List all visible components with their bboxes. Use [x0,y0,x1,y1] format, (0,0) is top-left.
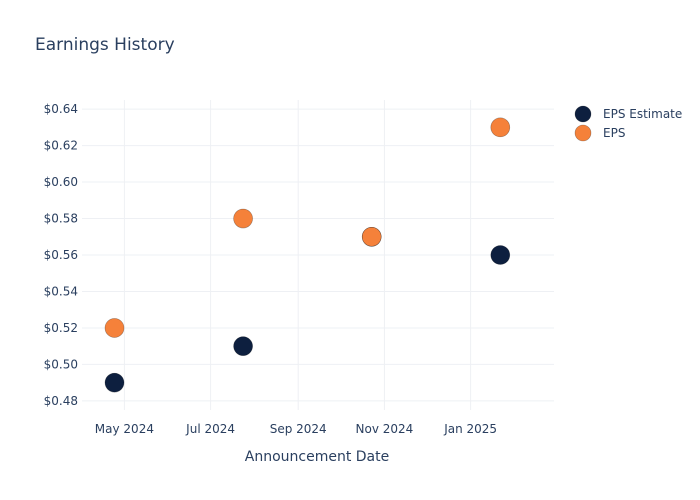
legend-marker[interactable] [574,124,592,142]
y-tick-label: $0.56 [44,248,78,262]
grid [82,100,554,410]
y-tick-label: $0.54 [44,284,78,298]
eps-estimate-point[interactable] [233,336,253,356]
eps-point[interactable] [490,117,511,138]
eps-estimate-point[interactable] [490,245,511,265]
y-tick-label: $0.50 [44,357,78,371]
x-axis-title: Announcement Date [245,449,389,465]
legend-label[interactable]: EPS Estimate [603,107,682,121]
legend-marker[interactable] [574,105,592,123]
x-tick-label: Jan 2025 [443,422,497,436]
x-tick-label: Sep 2024 [270,422,327,436]
y-tick-label: $0.64 [44,102,78,116]
eps-point[interactable] [233,208,253,229]
x-tick-label: Jul 2024 [185,422,235,436]
x-tick-label: Nov 2024 [356,422,414,436]
x-tick-label: May 2024 [95,422,154,436]
legend[interactable]: EPS Estimate EPS [574,105,682,142]
eps-estimate-point[interactable] [104,372,125,393]
eps-point[interactable] [361,226,382,247]
y-tick-label: $0.60 [44,175,78,189]
y-tick-label: $0.62 [44,139,78,153]
legend-label[interactable]: EPS [603,126,625,140]
y-tick-label: $0.52 [44,321,78,335]
y-tick-label: $0.48 [44,394,78,408]
data-points [104,117,511,393]
chart-title: Earnings History [35,35,175,55]
y-axis: $0.48 $0.50 $0.52 $0.54 $0.56 $0.58 $0.60 $0.62… [44,102,78,408]
eps-point[interactable] [104,318,125,338]
x-axis: May 2024 Jul 2024 Sep 2024 Nov 2024 Jan 2025 [95,422,497,436]
y-tick-label: $0.58 [44,212,78,226]
